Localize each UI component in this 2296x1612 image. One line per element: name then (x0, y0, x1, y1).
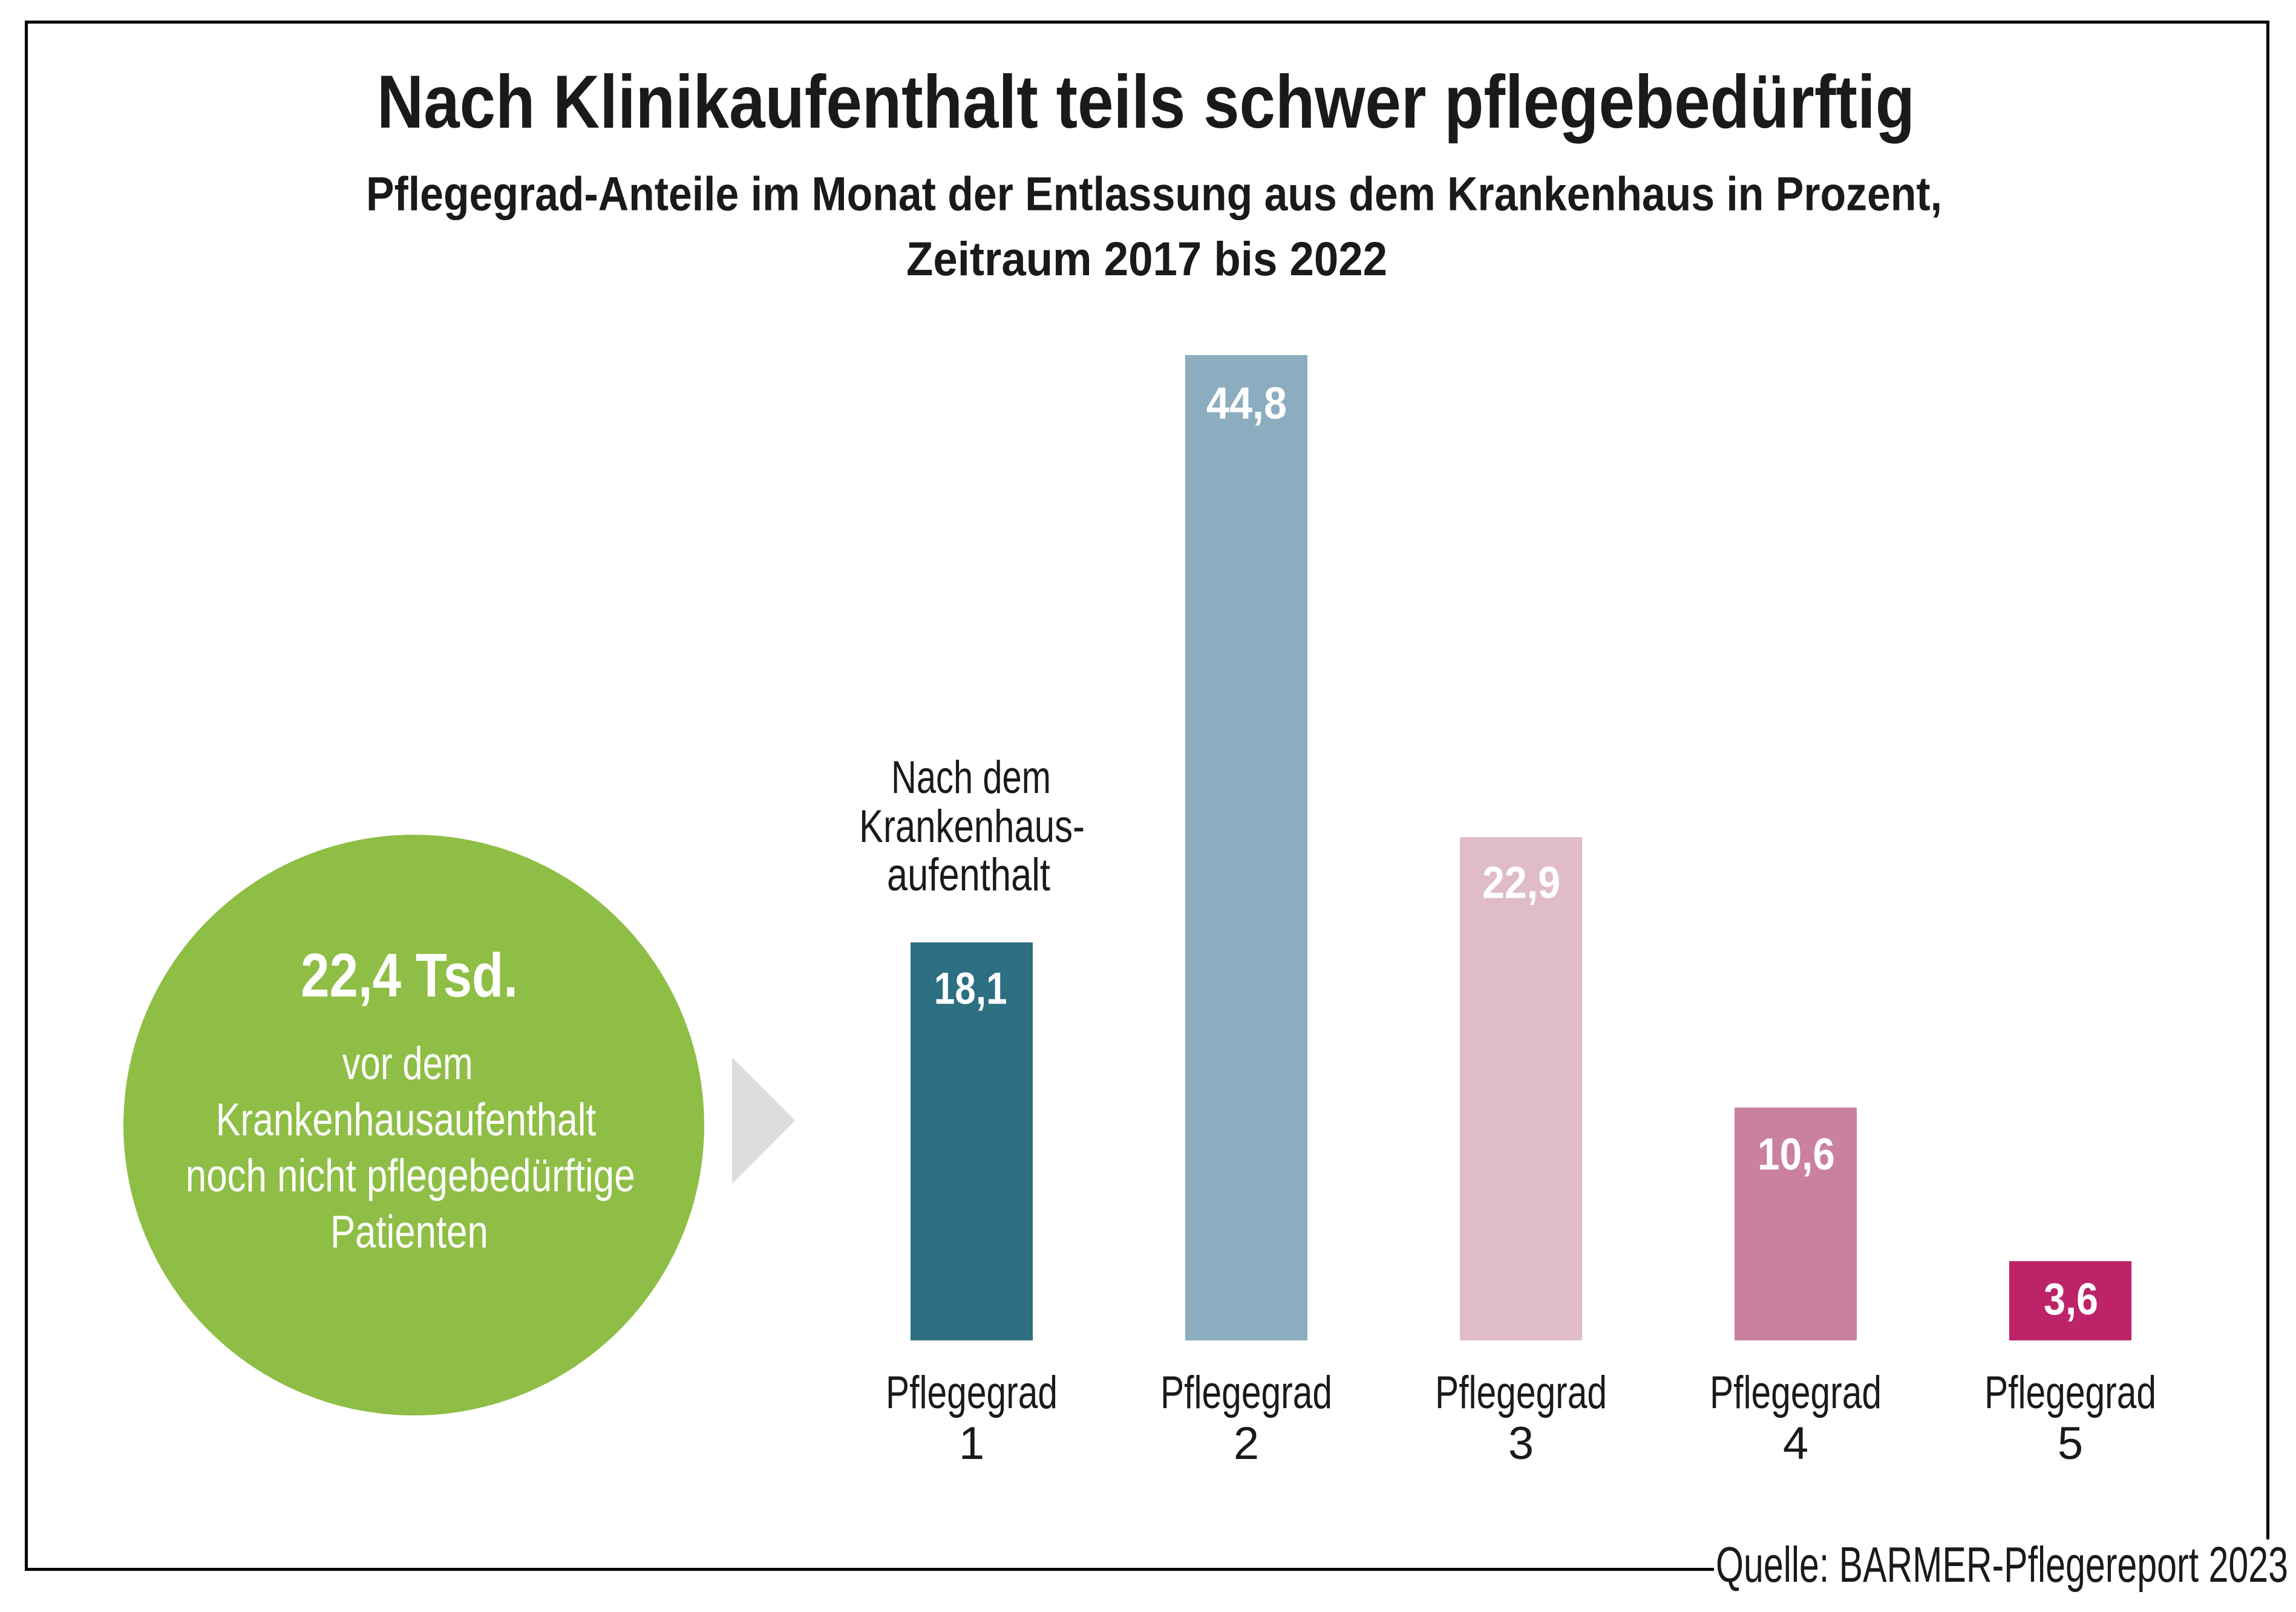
svg-text:4: 4 (1783, 1418, 1808, 1469)
svg-text:Pflegegrad: Pflegegrad (1710, 1367, 1882, 1418)
svg-text:3,6: 3,6 (2044, 1274, 2098, 1324)
svg-text:Pflegegrad-Anteile im Monat de: Pflegegrad-Anteile im Monat der Entlassu… (366, 167, 1942, 221)
svg-text:Patienten: Patienten (330, 1207, 488, 1258)
svg-text:Zeitraum 2017 bis 2022: Zeitraum 2017 bis 2022 (906, 232, 1387, 286)
svg-text:Pflegegrad: Pflegegrad (1984, 1367, 2156, 1418)
svg-text:Pflegegrad: Pflegegrad (886, 1367, 1058, 1418)
svg-text:2: 2 (1234, 1418, 1259, 1469)
svg-text:44,8: 44,8 (1206, 378, 1287, 428)
svg-text:vor dem: vor dem (342, 1038, 473, 1089)
svg-text:Nach dem: Nach dem (891, 752, 1051, 803)
svg-text:Pflegegrad: Pflegegrad (1160, 1367, 1332, 1418)
svg-text:noch nicht pflegebedürftige: noch nicht pflegebedürftige (186, 1150, 635, 1202)
svg-text:Krankenhausaufenthalt: Krankenhausaufenthalt (216, 1094, 597, 1146)
svg-text:aufenthalt: aufenthalt (887, 849, 1050, 901)
svg-text:22,9: 22,9 (1482, 858, 1560, 908)
svg-text:Nach Klinikaufenthalt teils sc: Nach Klinikaufenthalt teils schwer pfleg… (377, 60, 1915, 144)
svg-text:Krankenhaus-: Krankenhaus- (859, 801, 1085, 852)
svg-text:10,6: 10,6 (1758, 1129, 1835, 1180)
svg-text:Pflegegrad: Pflegegrad (1435, 1367, 1607, 1418)
svg-text:1: 1 (959, 1418, 984, 1469)
svg-text:3: 3 (1508, 1418, 1534, 1469)
svg-text:18,1: 18,1 (934, 964, 1007, 1014)
svg-text:5: 5 (2058, 1418, 2083, 1469)
svg-text:22,4 Tsd.: 22,4 Tsd. (301, 941, 518, 1010)
svg-text:Quelle: BARMER-Pflegereport 20: Quelle: BARMER-Pflegereport 2023 (1716, 1536, 2288, 1593)
